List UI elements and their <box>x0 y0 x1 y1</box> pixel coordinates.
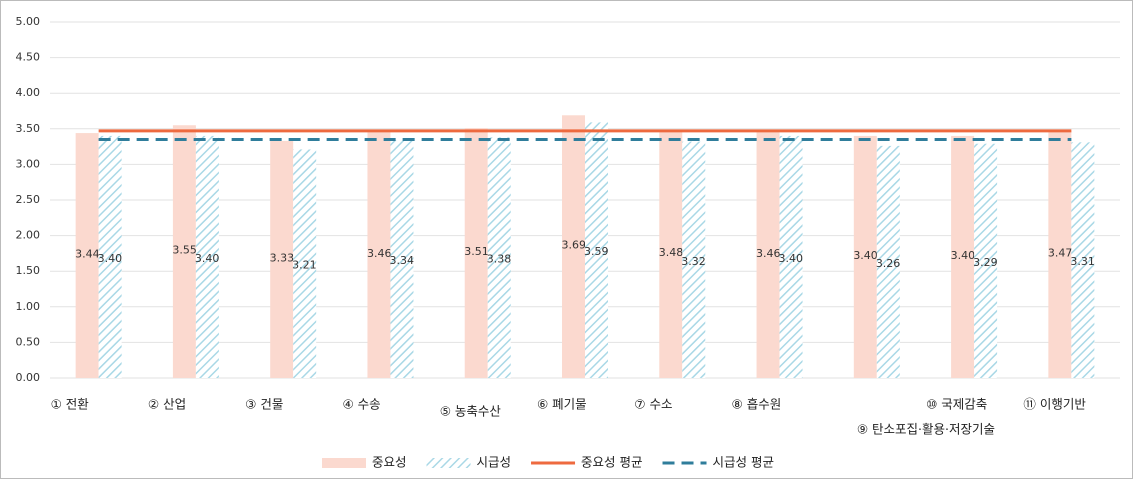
y-tick-label: 5.00 <box>16 15 41 28</box>
y-tick-label: 4.50 <box>16 51 41 64</box>
x-tick-label: ⑦ 수소 <box>634 397 672 412</box>
value-label: 3.40 <box>951 249 976 262</box>
x-tick-label: ② 산업 <box>148 397 186 412</box>
value-label: 3.69 <box>562 239 587 252</box>
value-label: 3.34 <box>389 254 414 267</box>
bar <box>464 128 488 378</box>
y-tick-label: 2.50 <box>16 193 41 206</box>
value-label: 3.40 <box>195 252 220 265</box>
y-tick-label: 2.00 <box>16 229 41 242</box>
bar <box>1071 142 1095 378</box>
bar <box>98 135 122 378</box>
bar <box>293 149 317 378</box>
legend-label: 시급성 <box>477 455 512 470</box>
bar <box>659 130 683 378</box>
x-tick-label: ⑪ 이행기반 <box>1023 397 1086 412</box>
y-tick-label: 0.50 <box>16 335 41 348</box>
bar <box>270 140 294 378</box>
value-label: 3.40 <box>853 249 878 262</box>
value-label: 3.26 <box>876 257 901 270</box>
value-label: 3.29 <box>973 256 998 269</box>
value-label: 3.40 <box>98 252 123 265</box>
y-tick-label: 1.50 <box>16 264 41 277</box>
y-tick-label: 0.00 <box>16 371 41 384</box>
value-label: 3.21 <box>292 259 317 272</box>
bar <box>756 131 780 378</box>
y-tick-label: 4.00 <box>16 86 41 99</box>
value-label: 3.38 <box>487 253 512 266</box>
value-label: 3.48 <box>659 246 684 259</box>
value-label: 3.55 <box>172 244 197 257</box>
legend-swatch <box>426 458 471 468</box>
x-tick-label: ⑨ 탄소포집·활용·저장기술 <box>857 422 995 437</box>
bar <box>390 140 414 378</box>
y-tick-label: 3.00 <box>16 157 41 170</box>
bar <box>562 115 585 378</box>
value-label: 3.44 <box>75 248 100 261</box>
bar <box>75 133 99 378</box>
bar <box>585 122 608 378</box>
value-label: 3.46 <box>367 247 392 260</box>
bar <box>876 145 900 378</box>
bar <box>951 135 975 378</box>
y-tick-label: 3.50 <box>16 122 41 135</box>
value-label: 3.40 <box>779 252 804 265</box>
bar <box>172 125 196 379</box>
bar <box>682 141 706 378</box>
value-label: 3.51 <box>464 245 489 258</box>
value-label: 3.33 <box>270 251 295 264</box>
y-tick-label: 1.00 <box>16 300 41 313</box>
bar <box>974 143 998 378</box>
x-tick-label: ③ 건물 <box>245 397 283 412</box>
bar <box>779 135 803 378</box>
x-tick-label: ⑤ 농축수산 <box>440 404 502 419</box>
value-label: 3.59 <box>584 245 609 258</box>
x-tick-label: ① 전환 <box>51 397 90 412</box>
legend-swatch <box>322 458 366 468</box>
bar <box>487 137 511 378</box>
x-tick-label: ⑧ 흡수원 <box>732 397 782 412</box>
x-tick-label: ⑩ 국제감축 <box>926 397 987 412</box>
legend-label: 시급성 평균 <box>713 455 774 470</box>
bar <box>1048 130 1072 378</box>
x-tick-label: ⑥ 폐기물 <box>537 397 587 412</box>
legend-label: 중요성 평균 <box>581 455 642 470</box>
bar <box>367 131 391 378</box>
value-label: 3.32 <box>681 255 706 268</box>
value-label: 3.31 <box>1070 255 1095 268</box>
bar <box>853 135 877 378</box>
bar <box>195 135 219 378</box>
x-tick-label: ④ 수송 <box>342 397 380 412</box>
value-label: 3.47 <box>1048 246 1073 259</box>
legend-label: 중요성 <box>372 455 407 470</box>
value-label: 3.46 <box>756 247 781 260</box>
